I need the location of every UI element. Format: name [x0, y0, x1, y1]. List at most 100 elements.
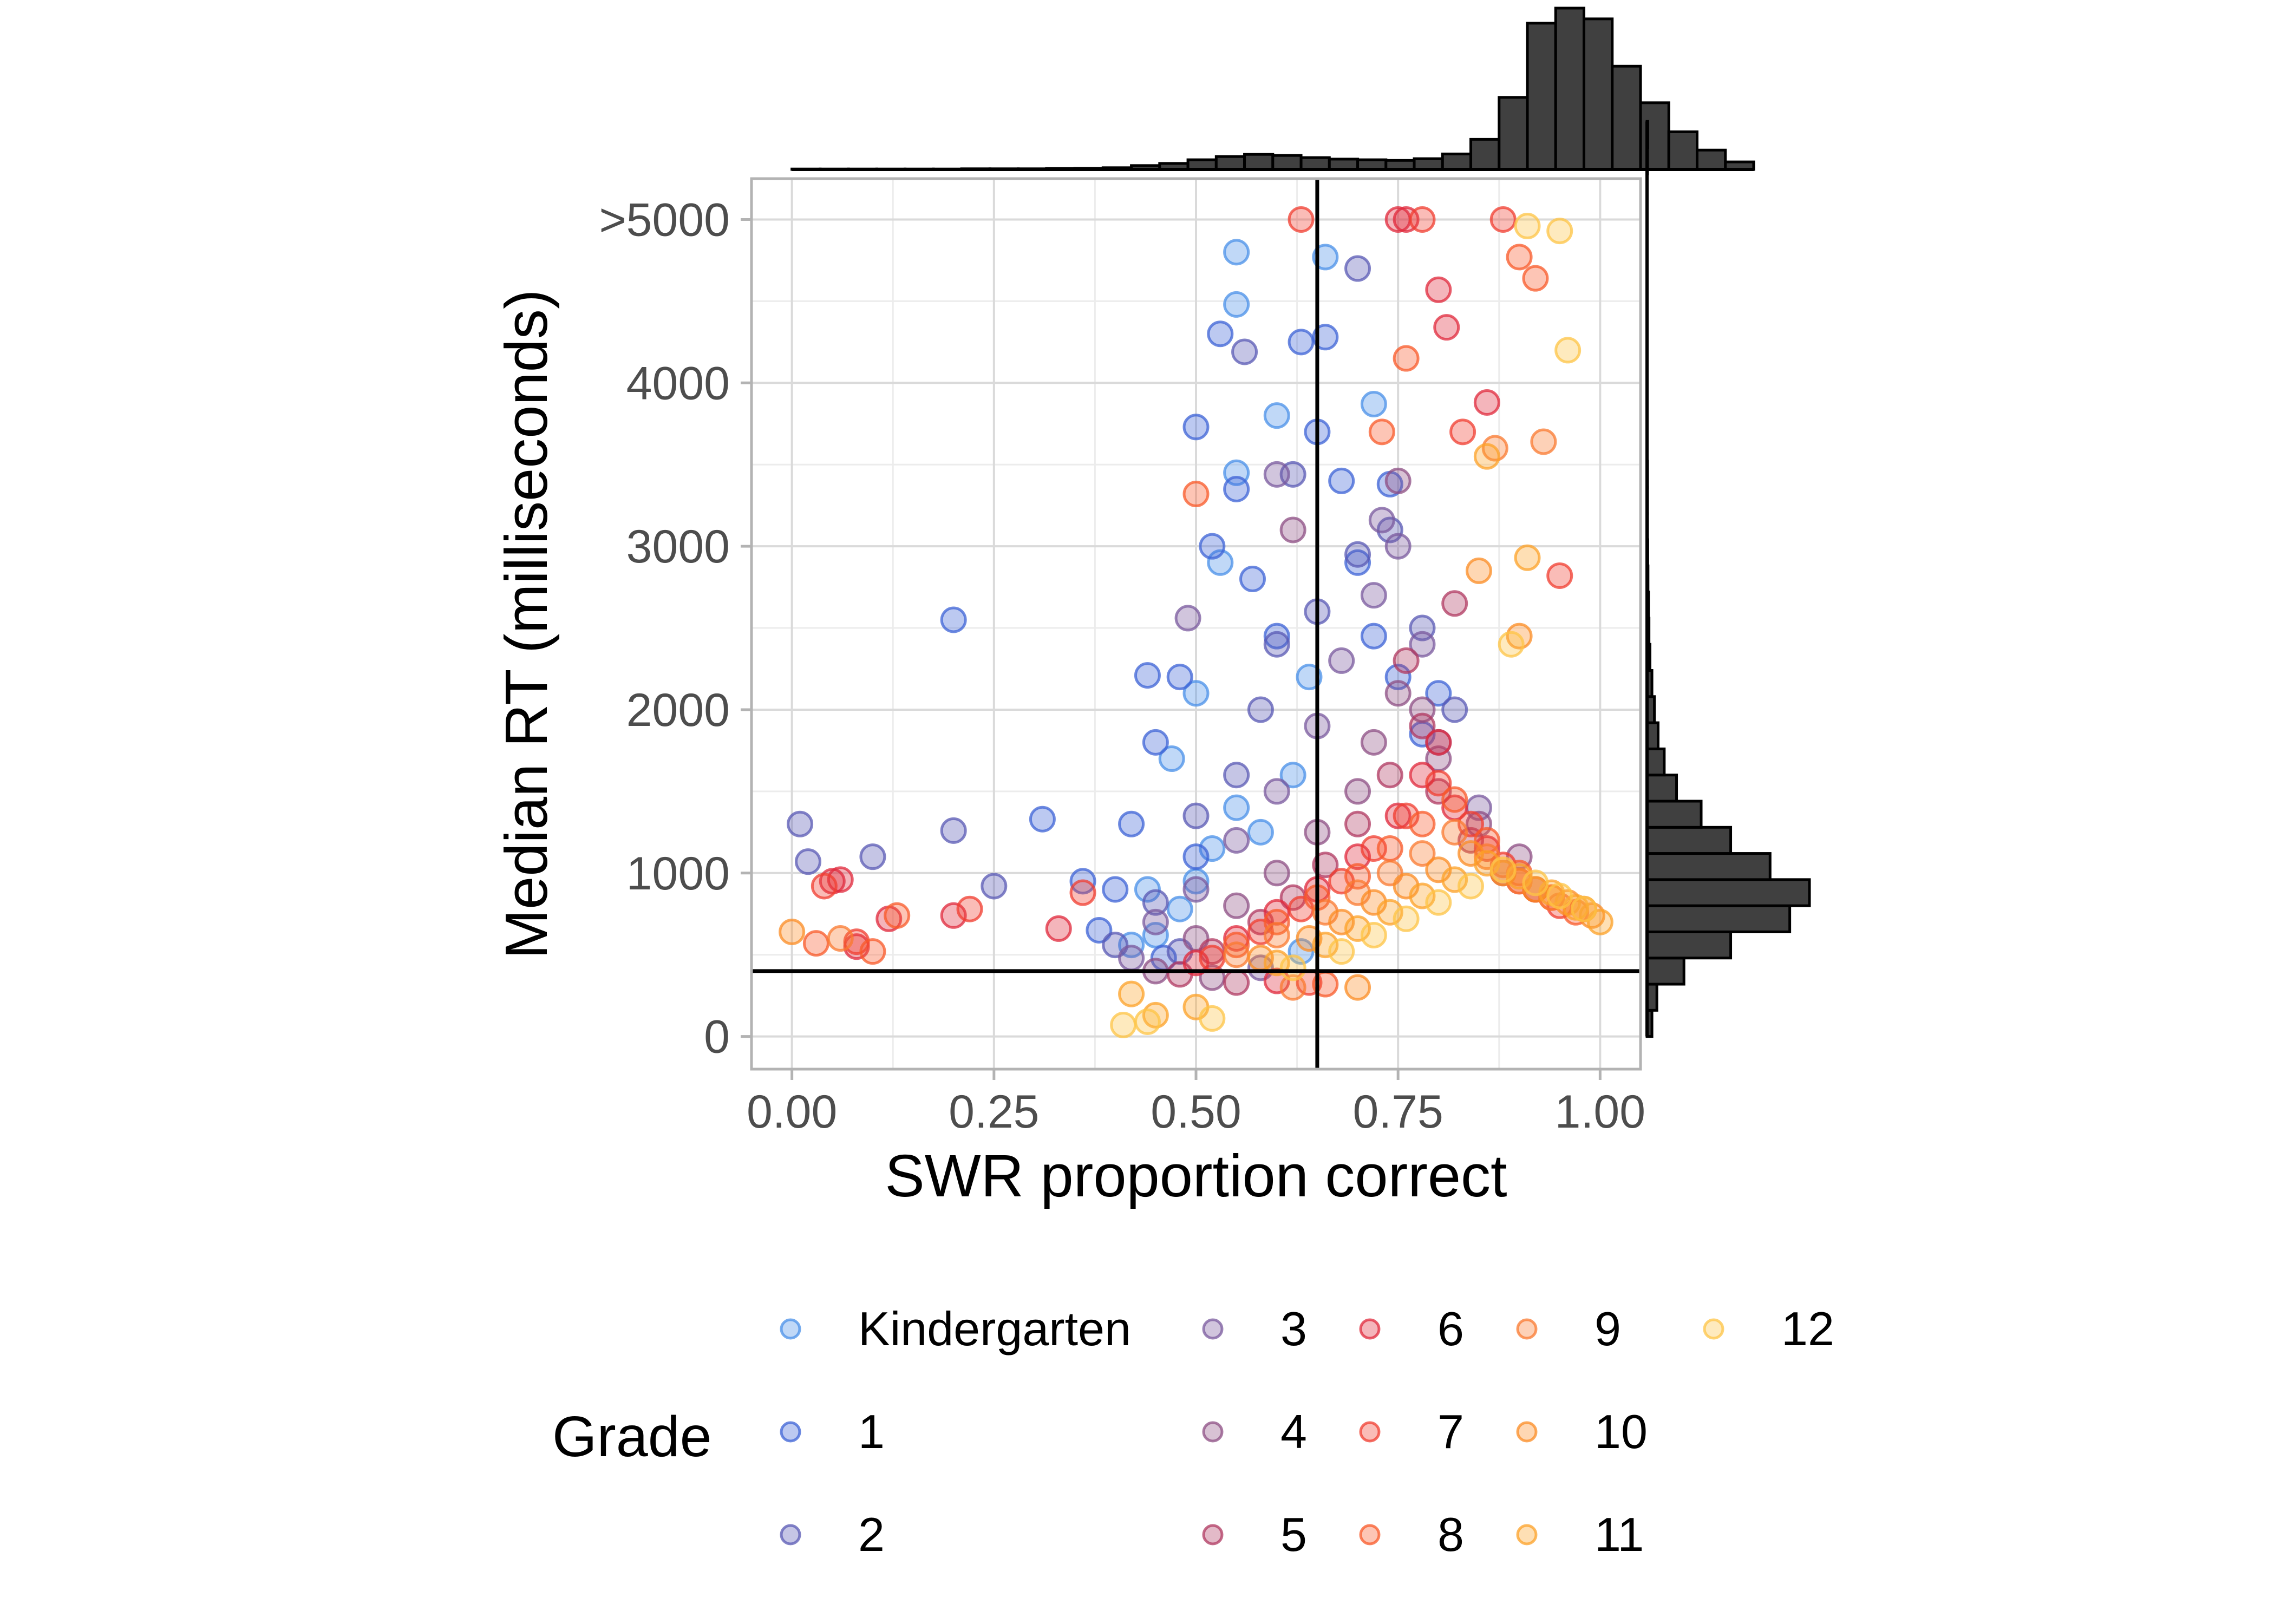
data-point	[1409, 882, 1436, 909]
data-point	[1223, 794, 1250, 821]
data-point	[1223, 762, 1250, 789]
data-point	[1182, 680, 1210, 707]
data-point	[1263, 623, 1290, 650]
x-histogram-bar	[1583, 17, 1614, 171]
data-point	[1182, 876, 1210, 903]
data-point	[787, 810, 814, 837]
data-point	[1182, 802, 1210, 829]
data-point	[1441, 786, 1468, 813]
data-point	[1328, 647, 1355, 674]
legend-swatch	[780, 1421, 801, 1443]
legend-swatch	[1516, 1318, 1538, 1340]
y-marginal-histogram	[1645, 120, 1811, 1038]
legend-label: 7	[1437, 1405, 1464, 1458]
data-point	[1223, 932, 1250, 959]
data-point	[1029, 806, 1056, 833]
x-histogram-bar	[1271, 154, 1303, 171]
data-point	[1134, 1008, 1161, 1035]
data-point	[1393, 345, 1420, 372]
data-point	[1473, 850, 1500, 877]
legend-swatch	[780, 1524, 801, 1546]
legend-item: 7	[1359, 1405, 1464, 1458]
x-histogram-bar	[1526, 22, 1557, 171]
data-point	[1166, 664, 1193, 691]
y-histogram-bar	[1645, 800, 1703, 829]
data-point	[884, 902, 911, 929]
data-point	[1279, 516, 1306, 543]
legend-item: 4	[1202, 1405, 1307, 1458]
data-point	[779, 918, 806, 945]
data-point	[1514, 544, 1541, 571]
data-point	[1344, 549, 1371, 576]
data-point	[1118, 945, 1145, 972]
data-point	[1376, 762, 1403, 789]
data-point	[1279, 974, 1306, 1001]
data-point	[1498, 631, 1525, 658]
legend-swatch	[1516, 1421, 1538, 1443]
data-point	[1296, 664, 1323, 691]
data-point	[1506, 244, 1533, 271]
data-point	[1166, 895, 1193, 922]
x-axis-title: SWR proportion correct	[885, 1143, 1507, 1209]
data-point	[811, 873, 838, 900]
y-histogram-bar	[1645, 826, 1733, 855]
data-point	[1409, 206, 1436, 233]
data-point	[1344, 843, 1371, 870]
data-point	[1344, 915, 1371, 942]
legend-title: Grade	[552, 1405, 712, 1469]
data-point	[1231, 338, 1258, 365]
legend-label: 9	[1595, 1302, 1621, 1355]
data-point	[1263, 631, 1290, 658]
data-point	[1223, 941, 1250, 968]
x-histogram-bar	[1667, 130, 1698, 171]
data-point	[859, 938, 886, 965]
data-point	[1384, 802, 1412, 829]
x-axis: 0.00 0.25 0.50 0.75 1.00	[747, 1069, 1645, 1138]
data-point	[1409, 810, 1436, 837]
data-point	[1393, 802, 1420, 829]
data-point	[1409, 762, 1436, 789]
legend-swatch	[1202, 1421, 1224, 1443]
x-histogram-bar	[1441, 152, 1473, 171]
series-6	[819, 206, 1533, 994]
legend-item: 11	[1516, 1508, 1644, 1561]
data-point	[1473, 443, 1500, 470]
data-point	[1344, 974, 1371, 1001]
y-tick-label: >5000	[599, 194, 730, 246]
data-point	[1263, 461, 1290, 488]
legend-swatch	[1516, 1524, 1538, 1546]
data-point	[827, 866, 854, 893]
legend-swatch	[1202, 1524, 1224, 1546]
data-point	[1223, 239, 1250, 266]
data-point	[1288, 206, 1315, 233]
data-point	[1393, 647, 1420, 674]
data-point	[1328, 467, 1355, 494]
data-point	[1376, 835, 1403, 862]
data-point	[1360, 623, 1387, 650]
data-point	[1360, 921, 1387, 948]
data-point	[1368, 507, 1395, 534]
data-point	[1530, 428, 1557, 455]
data-point	[1441, 866, 1468, 893]
x-histogram-bar	[1639, 101, 1670, 171]
data-point	[1344, 541, 1371, 568]
data-point	[940, 902, 967, 929]
data-point	[1263, 949, 1290, 977]
data-point	[1425, 770, 1452, 797]
legend-label: 6	[1437, 1302, 1464, 1355]
data-point	[1288, 329, 1315, 356]
y-tick-label: 0	[704, 1011, 730, 1063]
data-point	[802, 930, 829, 957]
x-histogram-bar	[1214, 155, 1246, 171]
data-point	[1263, 860, 1290, 887]
y-tick-label: 4000	[626, 357, 730, 409]
data-point	[1142, 889, 1169, 916]
y-tick-label: 1000	[626, 848, 730, 900]
data-point	[1425, 276, 1452, 303]
data-point	[1425, 680, 1452, 707]
data-point	[1360, 729, 1387, 756]
data-point	[1458, 873, 1485, 900]
data-point	[1458, 810, 1485, 837]
legend-swatch	[1703, 1318, 1724, 1340]
data-point	[1514, 213, 1541, 240]
